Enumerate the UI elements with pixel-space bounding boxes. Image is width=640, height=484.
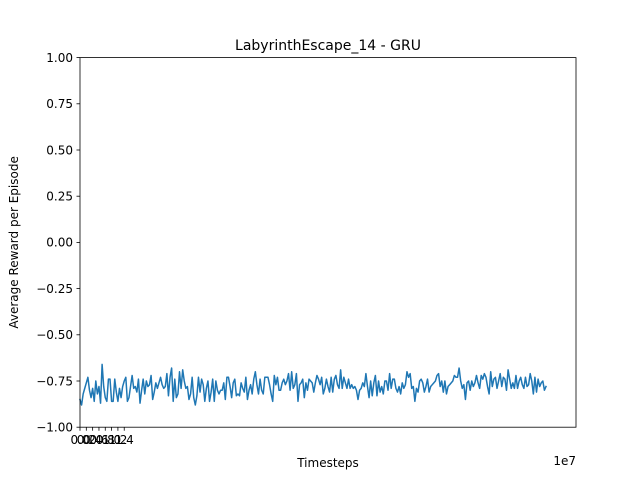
y-tick-label: −1.00 <box>36 421 73 435</box>
plot-area <box>80 57 576 428</box>
y-tick-label: −0.75 <box>36 374 73 388</box>
x-axis-label: Timesteps <box>296 456 359 470</box>
x-tick-label: 1.2 <box>108 433 127 447</box>
x-tick-label: 1.4 <box>115 433 134 447</box>
x-tick-label: 0.2 <box>77 433 96 447</box>
y-tick-label: −0.25 <box>36 282 73 296</box>
x-tick-label: 0.6 <box>89 433 108 447</box>
y-tick-label: 1.00 <box>46 51 73 65</box>
chart-title: LabyrinthEscape_14 - GRU <box>235 38 421 54</box>
x-tick-label: 1.0 <box>102 433 121 447</box>
x-axis-offset-label: 1e7 <box>553 454 576 468</box>
y-tick-label: 0.25 <box>46 190 73 204</box>
y-tick-label: 0.00 <box>46 236 73 250</box>
y-axis-label: Average Reward per Episode <box>7 156 21 328</box>
x-tick-label: 0.4 <box>83 433 102 447</box>
x-tick-label: 0.0 <box>70 433 89 447</box>
series-layer <box>79 363 547 406</box>
y-tick-label: 0.50 <box>46 143 73 157</box>
x-tick-label: 0.8 <box>96 433 115 447</box>
series-line <box>79 363 547 406</box>
x-axis-ticks: 0.00.20.40.60.81.01.21.4 <box>70 427 134 447</box>
y-tick-label: 0.75 <box>46 97 73 111</box>
y-axis-ticks: 1.00 0.75 0.50 0.25 0.00 −0.25 −0.50 −0.75 −1.00 <box>36 51 80 435</box>
y-tick-label: −0.50 <box>36 328 73 342</box>
